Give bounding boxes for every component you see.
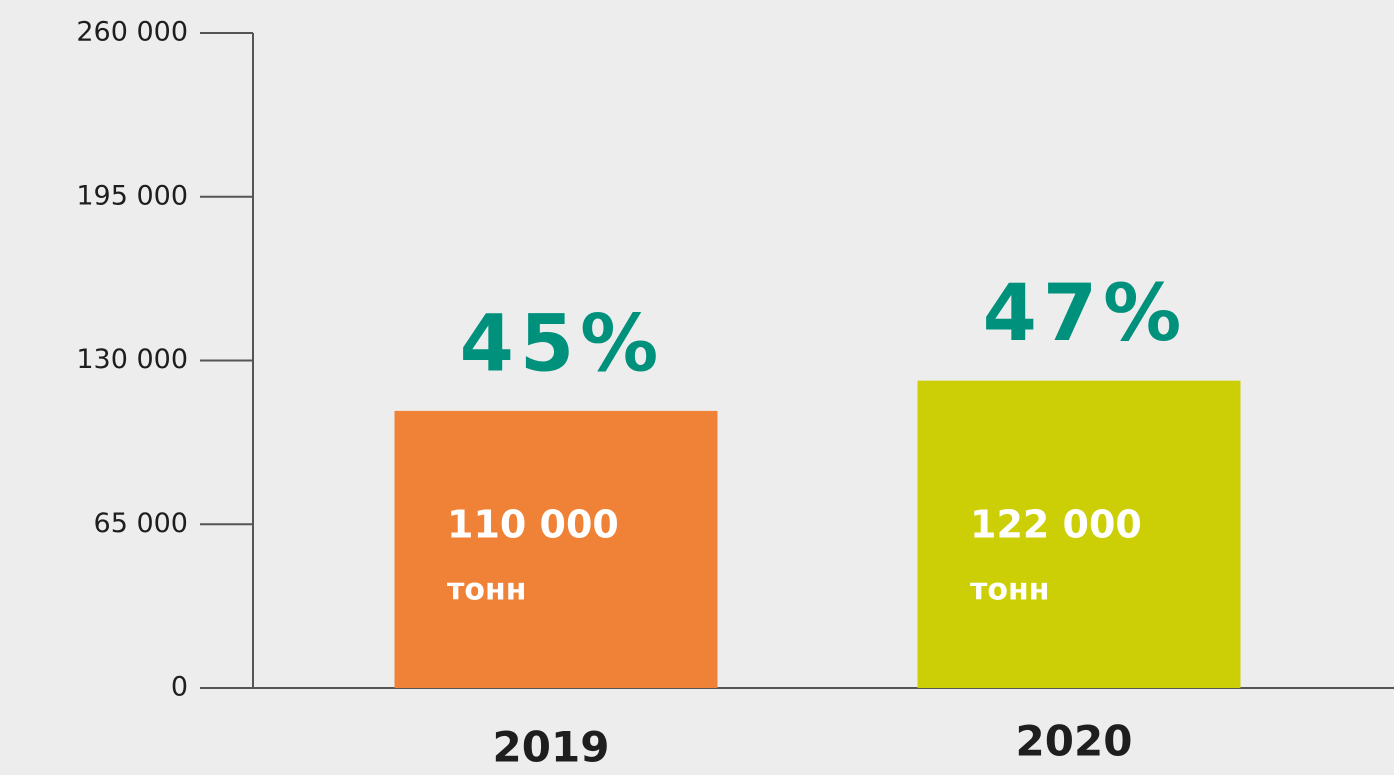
- y-tick-label: 130 000: [76, 344, 188, 375]
- bar: [917, 380, 1241, 688]
- percent-label: 47%: [983, 269, 1188, 359]
- unit-label: тонн: [447, 573, 526, 608]
- y-tick-label: 65 000: [94, 508, 188, 539]
- x-tick-label: 2019: [493, 723, 610, 772]
- value-label: 110 000: [447, 503, 619, 547]
- y-tick-label: 195 000: [76, 180, 188, 211]
- y-tick-label: 0: [171, 672, 188, 703]
- bar: [394, 410, 718, 688]
- unit-label: тонн: [970, 573, 1049, 608]
- percent-label: 45%: [460, 299, 665, 389]
- y-tick-label: 260 000: [76, 17, 188, 48]
- value-label: 122 000: [970, 503, 1142, 547]
- x-tick-label: 2020: [1016, 717, 1133, 766]
